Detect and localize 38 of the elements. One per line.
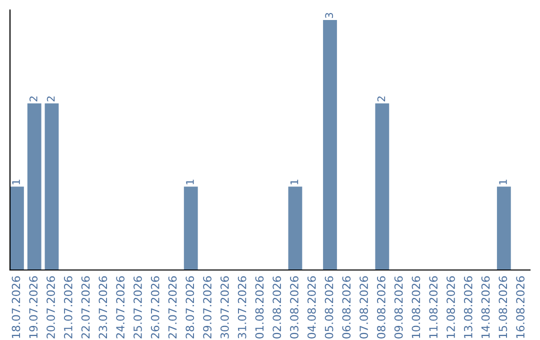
x-tick-label: 21.07.2026 (64, 276, 72, 338)
x-tick-label: 06.08.2026 (342, 276, 351, 338)
x-tick-label: 16.08.2026 (516, 276, 525, 338)
x-tick-label: 24.07.2026 (116, 276, 125, 338)
data-label: 1 (186, 180, 194, 184)
data-label: 1 (12, 180, 20, 184)
x-tick-label: 15.08.2026 (498, 276, 508, 338)
data-label: 3 (325, 12, 334, 18)
data-label: 1 (290, 180, 298, 184)
x-tick-label: 25.07.2026 (134, 276, 142, 338)
x-tick-label: 28.07.2026 (186, 276, 194, 338)
x-tick-label: 30.07.2026 (220, 276, 229, 338)
x-tick-label: 31.07.2026 (238, 276, 246, 338)
x-tick-label: 10.08.2026 (412, 276, 420, 338)
x-tick-label: 14.08.2026 (481, 276, 490, 338)
data-label: 1 (499, 180, 507, 184)
x-tick-label: 29.07.2026 (203, 276, 212, 338)
x-tick-label: 20.07.2026 (46, 276, 55, 338)
x-tick-label: 13.08.2026 (464, 276, 472, 338)
x-tick-label: 01.08.2026 (255, 276, 264, 338)
x-tick-label: 19.07.2026 (29, 276, 38, 338)
x-tick-label: 08.08.2026 (376, 276, 386, 338)
x-tick-label: 02.08.2026 (272, 276, 282, 338)
x-tick-label: 18.07.2026 (12, 276, 20, 338)
data-label: 2 (29, 96, 38, 102)
x-tick-label: 05.08.2026 (324, 276, 334, 338)
x-tick-label: 26.07.2026 (150, 276, 160, 338)
x-tick-label: 27.07.2026 (168, 276, 177, 338)
x-tick-label: 23.07.2026 (98, 276, 108, 338)
x-tick-label: 03.08.2026 (290, 276, 298, 338)
x-tick-label: 11.08.2026 (429, 276, 438, 338)
x-tick-label: 04.08.2026 (307, 276, 316, 338)
data-label: 2 (377, 96, 386, 102)
x-tick-label: 12.08.2026 (446, 276, 455, 338)
x-tick-label: 09.08.2026 (394, 276, 403, 338)
data-label: 2 (46, 96, 55, 102)
x-tick-label: 07.08.2026 (360, 276, 368, 338)
x-tick-label: 22.07.2026 (81, 276, 90, 338)
